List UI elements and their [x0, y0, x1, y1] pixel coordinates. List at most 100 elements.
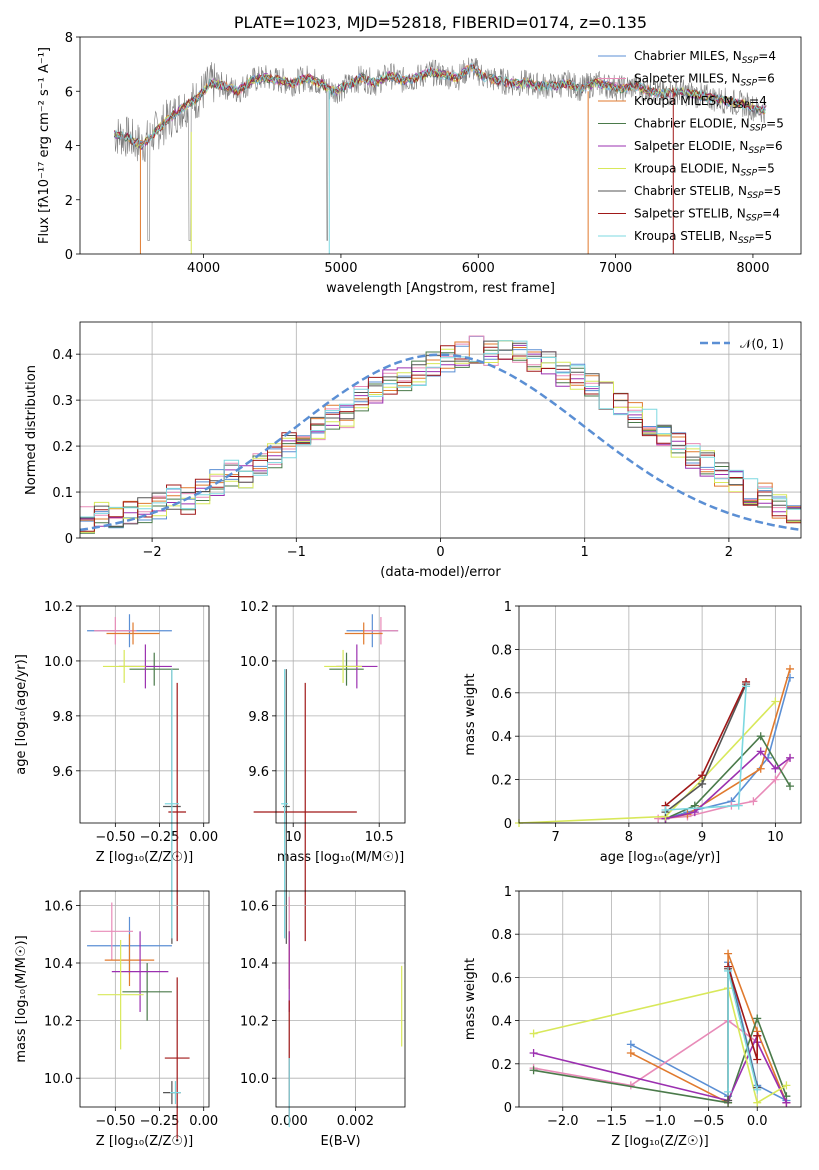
data-point-marker: [661, 805, 670, 814]
series-line: [661, 677, 751, 810]
data-point-marker: [724, 1087, 733, 1096]
x-tick-label: 0.002: [337, 1114, 374, 1129]
errorbar-point: [344, 622, 383, 645]
x-tick-label: 5000: [324, 261, 357, 276]
y-tick-label: 8: [65, 31, 73, 46]
y-tick-label: 10.2: [240, 1015, 269, 1030]
legend-entry: Salpeter MILES, NSSP=6: [634, 72, 775, 89]
errorbar-point: [164, 669, 179, 939]
y-tick-label: 0.4: [52, 348, 73, 363]
x-axis-label: Z [log₁₀(Z/Z☉)]: [96, 1134, 193, 1149]
series-line: [654, 753, 795, 823]
data-point-marker: [782, 1098, 791, 1107]
data-point-marker: [771, 697, 780, 706]
series-path: [665, 686, 747, 811]
axes-frame: [275, 890, 406, 1108]
x-tick-label: 9: [698, 830, 706, 845]
y-tick-label: 10.2: [44, 600, 73, 615]
data-point-marker: [749, 797, 758, 806]
y-tick-label: 0: [504, 1101, 512, 1116]
data-point-marker: [734, 801, 743, 810]
errorbar-point: [97, 939, 144, 1050]
x-tick-label: −1.0: [644, 1114, 676, 1129]
x-axis-label: wavelength [Angstrom, rest frame]: [326, 281, 555, 296]
y-tick-label: 0.2: [491, 1058, 512, 1073]
data-point-marker: [753, 1098, 762, 1107]
errorbar-point: [329, 652, 364, 686]
y-tick-label: 0.4: [491, 1015, 512, 1030]
legend-entry: Salpeter STELIB, NSSP=4: [634, 207, 780, 224]
y-axis-label: age [log₁₀(age/yr)]: [14, 654, 29, 775]
y-tick-label: 0.8: [491, 928, 512, 943]
x-tick-label: −1: [287, 545, 306, 560]
series-path: [533, 987, 787, 1104]
y-tick-label: 10.4: [240, 957, 269, 972]
errorbar-point: [102, 649, 146, 683]
y-tick-label: 10.2: [44, 1015, 73, 1030]
data-point-marker: [771, 775, 780, 784]
mass-weight-vs-age-panel: 7 8 9 10 0 0.2 0.4 0.6 0.8 1 age [log₁₀(age/yr)] ma…: [463, 600, 802, 865]
axes-frame: [79, 605, 210, 824]
data-point-marker: [753, 1055, 762, 1064]
y-tick-label: 10.0: [240, 1072, 269, 1087]
y-tick-label: 4: [65, 140, 73, 155]
y-tick-label: 0.2: [491, 774, 512, 789]
y-tick-label: 1: [504, 600, 512, 615]
x-tick-label: −2: [143, 545, 162, 560]
errorbar-point: [164, 977, 190, 1139]
y-tick-label: 10.4: [44, 957, 73, 972]
data-point-marker: [786, 664, 795, 673]
y-tick-label: 10.0: [44, 655, 73, 670]
series-line: [661, 682, 751, 814]
x-tick-label: 0.00: [189, 830, 218, 845]
data-point-marker: [771, 764, 780, 773]
data-point-marker: [529, 1029, 538, 1038]
x-axis-label: (data-model)/error: [380, 565, 501, 580]
x-tick-label: −0.25: [140, 1114, 180, 1129]
y-tick-label: 0.3: [52, 394, 73, 409]
y-tick-label: 0.6: [491, 687, 512, 702]
data-point-marker: [626, 1040, 635, 1049]
x-tick-label: 8000: [736, 261, 769, 276]
axes-frame: [79, 36, 802, 255]
series-line: [515, 697, 780, 827]
y-tick-label: 10.6: [44, 899, 73, 914]
data-point-marker: [782, 1081, 791, 1090]
errorbar-point: [90, 902, 134, 961]
chart-title: PLATE=1023, MJD=52818, FIBERID=0174, z=0…: [234, 13, 647, 32]
data-point-marker: [753, 1085, 762, 1094]
x-tick-label: 1: [581, 545, 589, 560]
y-tick-label: 10.2: [240, 600, 269, 615]
x-tick-label: −0.50: [95, 830, 135, 845]
y-tick-label: 0: [65, 532, 73, 547]
y-axis-label: mass [log₁₀(M/M☉)]: [14, 935, 29, 1062]
errorbar-point: [253, 682, 357, 942]
errorbar-point: [170, 1081, 181, 1105]
data-point-marker: [756, 747, 765, 756]
legend-entry: Chabrier ELODIE, NSSP=5: [634, 117, 784, 134]
data-point-marker: [698, 771, 707, 780]
x-tick-label: 10.5: [365, 830, 394, 845]
x-tick-label: −0.5: [693, 1114, 725, 1129]
y-tick-label: 0.4: [491, 730, 512, 745]
y-tick-label: 0: [504, 817, 512, 832]
errorbar-point: [94, 616, 137, 645]
series-path: [665, 734, 791, 820]
data-point-marker: [756, 764, 765, 773]
data-point-marker: [786, 782, 795, 791]
y-tick-label: 1: [504, 885, 512, 900]
series-path: [664, 681, 747, 807]
x-axis-label: Z [log₁₀(Z/Z☉)]: [611, 1134, 708, 1149]
errorbar-point: [104, 934, 155, 987]
data-point-marker: [724, 1096, 733, 1105]
data-point-marker: [529, 1049, 538, 1057]
y-tick-label: 10.0: [44, 1072, 73, 1087]
series-line: [661, 747, 795, 823]
x-axis-label: E(B-V): [320, 1134, 360, 1149]
data-point-marker: [742, 682, 751, 691]
errorbar-point: [168, 682, 187, 942]
series-line: [724, 966, 762, 1096]
axes-frame: [275, 605, 406, 824]
series-path: [533, 1016, 788, 1104]
data-point-marker: [724, 966, 733, 975]
